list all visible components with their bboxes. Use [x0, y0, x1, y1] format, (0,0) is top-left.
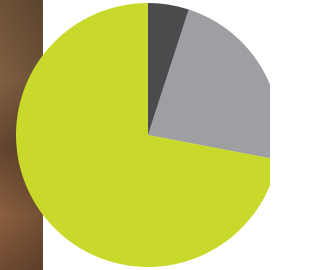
chart [0, 0, 270, 270]
pie [16, 3, 270, 267]
page: {"chart_data": {"type": "pie", "values":… [0, 0, 270, 270]
